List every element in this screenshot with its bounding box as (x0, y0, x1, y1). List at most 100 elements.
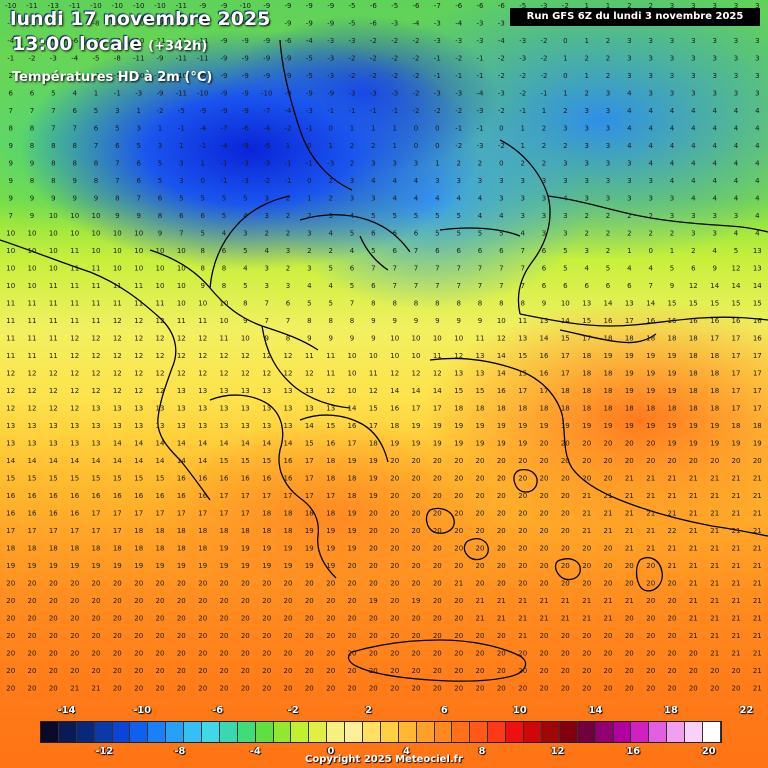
grid-value: 14 (220, 440, 229, 448)
grid-value: 16 (390, 405, 399, 413)
forecast-time-row: 13:00 locale (+342h) (12, 33, 207, 55)
grid-value: 3 (158, 142, 162, 150)
grid-value: 20 (241, 597, 250, 605)
grid-value: 7 (648, 282, 652, 290)
grid-value: 3 (670, 55, 674, 63)
grid-value: 6 (414, 230, 419, 238)
grid-value: 3 (520, 177, 524, 185)
grid-value: -7 (434, 2, 441, 10)
grid-value: 17 (28, 527, 37, 535)
grid-value: 6 (286, 300, 291, 308)
grid-value: 8 (94, 177, 98, 185)
grid-value: 10 (454, 335, 463, 343)
grid-value: 10 (134, 247, 143, 255)
grid-value: 15 (326, 422, 335, 430)
grid-value: 4 (712, 177, 717, 185)
grid-value: 16 (177, 492, 186, 500)
grid-value: 12 (497, 335, 506, 343)
grid-value: 15 (582, 317, 591, 325)
legend-swatch (255, 722, 274, 742)
grid-value: 19 (625, 422, 634, 430)
grid-value: 3 (734, 212, 738, 220)
grid-value: 16 (113, 492, 122, 500)
grid-value: 19 (284, 545, 293, 553)
grid-value: 8 (115, 195, 119, 203)
grid-value: 14 (177, 457, 186, 465)
grid-value: 21 (710, 615, 719, 623)
grid-value: 10 (70, 230, 79, 238)
grid-value: 18 (710, 370, 719, 378)
grid-value: 21 (732, 562, 741, 570)
grid-value: -1 (306, 160, 313, 168)
grid-value: 20 (177, 615, 186, 623)
grid-value: -3 (93, 72, 100, 80)
grid-value: 3 (627, 72, 631, 80)
grid-value: 20 (241, 632, 250, 640)
grid-value: -2 (71, 72, 78, 80)
grid-value: 10 (348, 370, 357, 378)
grid-value: 20 (625, 650, 634, 658)
grid-value: 13 (113, 422, 122, 430)
grid-value: -2 (349, 72, 356, 80)
grid-value: 15 (28, 475, 37, 483)
grid-value: 13 (198, 405, 207, 413)
grid-value: 12 (28, 405, 37, 413)
grid-value: 19 (348, 545, 357, 553)
grid-value: 4 (72, 90, 77, 98)
grid-value: 20 (369, 527, 378, 535)
grid-value: 3 (734, 37, 738, 45)
grid-value: 21 (732, 545, 741, 553)
grid-value: -11 (197, 55, 208, 63)
grid-value: 4 (734, 107, 739, 115)
grid-value: -3 (370, 90, 377, 98)
grid-value: 1 (371, 125, 375, 133)
grid-value: 20 (369, 632, 378, 640)
grid-value: 7 (115, 160, 119, 168)
grid-value: 7 (478, 282, 482, 290)
grid-value: -7 (7, 20, 14, 28)
grid-value: 1 (627, 247, 631, 255)
grid-value: 19 (604, 352, 613, 360)
grid-value: 9 (371, 335, 375, 343)
grid-value: 6 (158, 195, 163, 203)
grid-value: 12 (390, 370, 399, 378)
legend-swatch (613, 722, 632, 742)
grid-value: -2 (455, 107, 462, 115)
grid-value: 12 (113, 387, 122, 395)
grid-value: 19 (28, 562, 37, 570)
grid-value: 17 (241, 492, 250, 500)
grid-value: 3 (712, 37, 716, 45)
grid-value: 20 (497, 685, 506, 693)
grid-value: 7 (136, 195, 140, 203)
grid-value: 12 (70, 370, 79, 378)
grid-value: 9 (72, 195, 76, 203)
grid-value: 20 (284, 685, 293, 693)
grid-value: 13 (241, 405, 250, 413)
grid-value: 12 (262, 352, 271, 360)
legend-swatch (631, 722, 650, 742)
grid-value: 20 (113, 632, 122, 640)
grid-value: -9 (157, 20, 164, 28)
grid-value: 3 (584, 142, 588, 150)
grid-value: -1 (434, 72, 441, 80)
grid-value: 16 (220, 475, 229, 483)
grid-value: 17 (326, 492, 335, 500)
grid-value: 20 (220, 615, 229, 623)
grid-value: 3 (734, 72, 738, 80)
grid-value: 21 (582, 615, 591, 623)
grid-value: 7 (8, 107, 12, 115)
grid-value: 18 (326, 457, 335, 465)
grid-value: 11 (6, 317, 15, 325)
grid-value: -3 (455, 90, 462, 98)
grid-value: 20 (412, 667, 421, 675)
grid-value: 20 (604, 632, 613, 640)
grid-value: 20 (241, 667, 250, 675)
grid-value: 20 (646, 650, 655, 658)
grid-value: -3 (455, 37, 462, 45)
grid-value: 18 (604, 335, 613, 343)
grid-value: 20 (604, 685, 613, 693)
grid-value: -3 (434, 90, 441, 98)
grid-value: -2 (455, 142, 462, 150)
grid-value: 10 (348, 387, 357, 395)
grid-value: 20 (561, 492, 570, 500)
